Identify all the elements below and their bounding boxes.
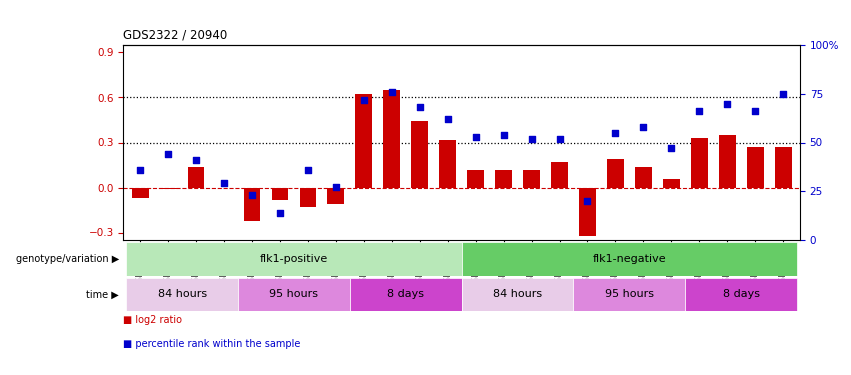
Text: ■ percentile rank within the sample: ■ percentile rank within the sample [123,339,300,350]
Bar [747,147,763,188]
Bar [126,242,461,276]
Text: ■ log2 ratio: ■ log2 ratio [123,315,182,325]
Text: 84 hours: 84 hours [157,290,207,299]
Bar [607,159,624,188]
Bar [328,188,345,204]
Bar [774,147,791,188]
Point [329,184,343,190]
Point [721,100,734,106]
Bar [188,166,204,188]
Bar [356,94,372,188]
Bar [411,122,428,188]
Bar [243,188,260,220]
Bar [461,278,574,311]
Point [608,130,622,136]
Point [189,157,203,163]
Bar [160,188,176,189]
Bar [238,278,350,311]
Text: 95 hours: 95 hours [270,290,318,299]
Point [217,180,231,186]
Point [469,134,483,140]
Point [665,146,678,152]
Point [497,132,511,138]
Text: 8 days: 8 days [722,290,760,299]
Bar [467,170,484,188]
Bar [350,278,461,311]
Bar [523,170,540,188]
Point [301,167,315,173]
Text: GDS2322 / 20940: GDS2322 / 20940 [123,28,228,41]
Point [580,198,594,204]
Point [413,104,426,110]
Bar [551,162,568,188]
Bar [691,138,708,188]
Text: time ▶: time ▶ [87,290,119,299]
Bar [384,90,400,188]
Point [776,91,790,97]
Text: flk1-positive: flk1-positive [260,254,328,264]
Bar [685,278,797,311]
Text: 8 days: 8 days [387,290,425,299]
Bar [495,170,512,188]
Point [693,108,706,114]
Point [134,167,147,173]
Point [357,97,371,103]
Point [162,151,175,157]
Text: flk1-negative: flk1-negative [592,254,666,264]
Point [552,136,566,142]
Text: 84 hours: 84 hours [493,290,542,299]
Point [525,136,539,142]
Bar [461,242,797,276]
Bar [300,188,317,207]
Bar [574,278,685,311]
Point [748,108,762,114]
Bar [132,188,149,198]
Point [273,210,287,216]
Bar [126,278,238,311]
Bar [579,188,596,236]
Bar [439,140,456,188]
Point [385,89,398,95]
Point [637,124,650,130]
Point [441,116,454,122]
Bar [663,178,680,188]
Bar [635,166,652,188]
Text: genotype/variation ▶: genotype/variation ▶ [16,254,119,264]
Bar [271,188,288,200]
Text: 95 hours: 95 hours [605,290,654,299]
Bar [719,135,735,188]
Point [245,192,259,198]
